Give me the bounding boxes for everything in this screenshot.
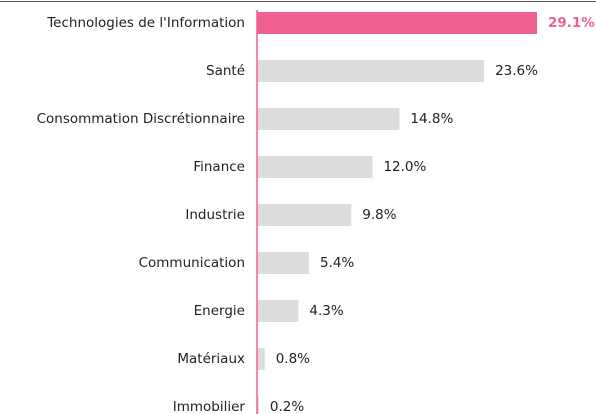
value-label: 23.6%	[495, 63, 538, 79]
bar	[257, 348, 265, 370]
category-label: Communication	[139, 255, 245, 271]
bar	[257, 396, 259, 414]
value-label: 0.2%	[270, 399, 304, 414]
value-label: 9.8%	[362, 207, 396, 223]
value-label: 14.8%	[410, 111, 453, 127]
bar	[257, 60, 485, 82]
category-label: Immobilier	[173, 399, 246, 414]
value-label: 4.3%	[309, 303, 343, 319]
bar	[257, 204, 352, 226]
category-label: Santé	[206, 63, 245, 79]
category-label: Industrie	[185, 207, 245, 223]
bar	[257, 300, 299, 322]
bar	[257, 156, 373, 178]
category-label: Matériaux	[177, 351, 245, 367]
value-label: 5.4%	[320, 255, 354, 271]
category-label: Technologies de l'Information	[46, 15, 245, 31]
bar	[257, 252, 309, 274]
value-label: 12.0%	[383, 159, 426, 175]
bar	[257, 12, 537, 34]
category-label: Consommation Discrétionnaire	[37, 111, 245, 127]
category-label: Finance	[193, 159, 245, 175]
value-label: 0.8%	[276, 351, 310, 367]
category-label: Energie	[194, 303, 245, 319]
bar	[257, 108, 400, 130]
value-label: 29.1%	[548, 15, 595, 31]
